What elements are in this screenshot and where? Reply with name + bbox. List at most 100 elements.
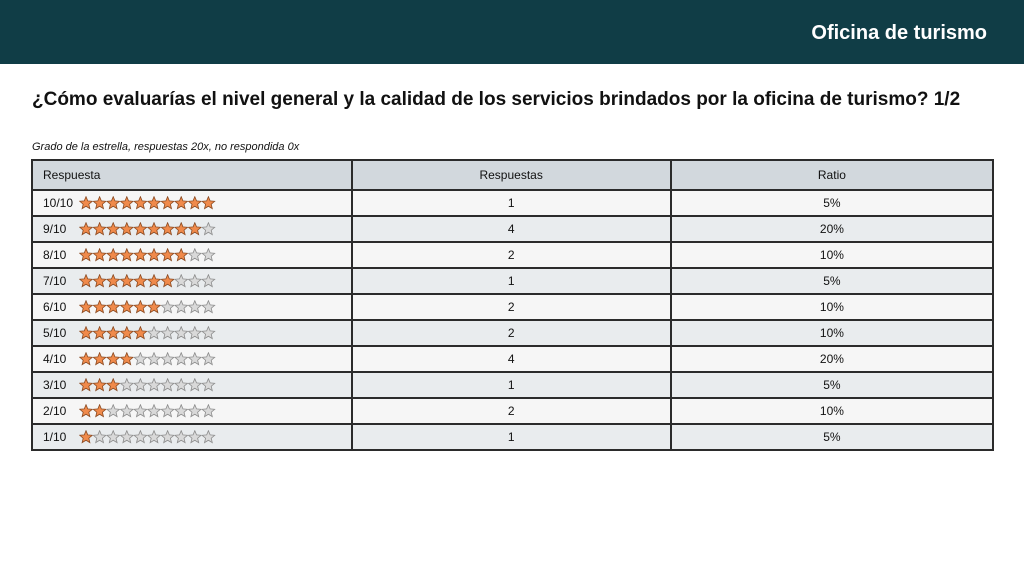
star-empty-icon bbox=[173, 352, 189, 366]
star-filled-icon bbox=[79, 222, 94, 236]
table-header-row: Respuesta Respuestas Ratio bbox=[31, 159, 995, 191]
cell-ratio: 5% bbox=[669, 267, 995, 295]
header-ratio: Ratio bbox=[669, 159, 995, 191]
star-filled-icon bbox=[133, 274, 148, 288]
star-filled-icon bbox=[119, 222, 135, 236]
star-rating bbox=[79, 300, 217, 314]
cell-respuestas: 2 bbox=[350, 397, 672, 425]
star-filled-icon bbox=[201, 196, 216, 210]
cell-ratio: 5% bbox=[669, 189, 995, 217]
cell-respuestas: 2 bbox=[350, 293, 672, 321]
star-empty-icon bbox=[187, 430, 203, 444]
star-rating bbox=[79, 378, 217, 392]
cell-respuesta: 3/10 bbox=[31, 371, 353, 399]
cell-respuestas: 2 bbox=[350, 319, 672, 347]
star-empty-icon bbox=[187, 274, 203, 288]
table-row: 7/10 1 5% bbox=[31, 267, 995, 295]
star-filled-icon bbox=[92, 378, 107, 392]
star-empty-icon bbox=[146, 430, 162, 444]
cell-ratio: 10% bbox=[669, 397, 995, 425]
star-filled-icon bbox=[187, 222, 203, 236]
star-empty-icon bbox=[201, 326, 216, 340]
star-filled-icon bbox=[92, 274, 107, 288]
star-empty-icon bbox=[160, 326, 175, 340]
star-filled-icon bbox=[92, 196, 107, 210]
header-bar: Oficina de turismo bbox=[0, 0, 1024, 64]
star-filled-icon bbox=[79, 326, 94, 340]
star-filled-icon bbox=[105, 300, 121, 314]
star-empty-icon bbox=[119, 430, 135, 444]
star-empty-icon bbox=[201, 248, 216, 262]
star-filled-icon bbox=[92, 352, 107, 366]
cell-ratio: 20% bbox=[669, 345, 995, 373]
star-empty-icon bbox=[160, 378, 175, 392]
star-empty-icon bbox=[201, 378, 216, 392]
star-filled-icon bbox=[146, 300, 162, 314]
header-respuestas: Respuestas bbox=[350, 159, 672, 191]
star-empty-icon bbox=[173, 326, 189, 340]
cell-respuestas: 2 bbox=[350, 241, 672, 269]
cell-ratio: 5% bbox=[669, 371, 995, 399]
star-empty-icon bbox=[133, 378, 148, 392]
star-rating bbox=[79, 404, 217, 418]
star-filled-icon bbox=[119, 326, 135, 340]
cell-respuesta: 5/10 bbox=[31, 319, 353, 347]
answer-label: 7/10 bbox=[43, 274, 67, 289]
header-title: Oficina de turismo bbox=[811, 22, 987, 44]
cell-respuesta: 1/10 bbox=[31, 423, 353, 451]
star-filled-icon bbox=[105, 326, 121, 340]
answer-label: 3/10 bbox=[43, 378, 67, 393]
star-empty-icon bbox=[187, 300, 203, 314]
table-row: 8/10 2 10% bbox=[31, 241, 995, 269]
star-filled-icon bbox=[133, 326, 148, 340]
star-empty-icon bbox=[92, 430, 107, 444]
star-empty-icon bbox=[146, 326, 162, 340]
star-filled-icon bbox=[92, 222, 107, 236]
star-filled-icon bbox=[92, 404, 107, 418]
cell-ratio: 5% bbox=[669, 423, 995, 451]
star-filled-icon bbox=[160, 274, 175, 288]
star-filled-icon bbox=[92, 326, 107, 340]
star-empty-icon bbox=[173, 300, 189, 314]
table-row: 4/10 4 20% bbox=[31, 345, 995, 373]
table-row: 5/10 2 10% bbox=[31, 319, 995, 347]
star-rating bbox=[79, 274, 217, 288]
star-filled-icon bbox=[105, 248, 121, 262]
star-filled-icon bbox=[92, 300, 107, 314]
table-row: 6/10 2 10% bbox=[31, 293, 995, 321]
star-filled-icon bbox=[79, 196, 94, 210]
star-empty-icon bbox=[160, 430, 175, 444]
star-filled-icon bbox=[105, 196, 121, 210]
answer-label: 5/10 bbox=[43, 326, 67, 341]
star-empty-icon bbox=[160, 300, 175, 314]
star-empty-icon bbox=[160, 404, 175, 418]
star-empty-icon bbox=[133, 404, 148, 418]
cell-respuesta: 9/10 bbox=[31, 215, 353, 243]
cell-respuesta: 6/10 bbox=[31, 293, 353, 321]
cell-respuestas: 1 bbox=[350, 423, 672, 451]
star-empty-icon bbox=[201, 300, 216, 314]
cell-respuestas: 4 bbox=[350, 345, 672, 373]
star-filled-icon bbox=[105, 222, 121, 236]
star-rating bbox=[79, 326, 217, 340]
star-empty-icon bbox=[105, 430, 121, 444]
star-empty-icon bbox=[201, 404, 216, 418]
star-empty-icon bbox=[187, 378, 203, 392]
star-filled-icon bbox=[79, 248, 94, 262]
cell-respuesta: 8/10 bbox=[31, 241, 353, 269]
table-row: 2/10 2 10% bbox=[31, 397, 995, 425]
cell-respuesta: 4/10 bbox=[31, 345, 353, 373]
star-rating bbox=[79, 222, 217, 236]
star-filled-icon bbox=[133, 222, 148, 236]
star-empty-icon bbox=[201, 430, 216, 444]
star-empty-icon bbox=[105, 404, 121, 418]
star-empty-icon bbox=[119, 378, 135, 392]
header-respuesta: Respuesta bbox=[31, 159, 353, 191]
star-empty-icon bbox=[146, 378, 162, 392]
star-filled-icon bbox=[79, 378, 94, 392]
star-filled-icon bbox=[133, 248, 148, 262]
table-row: 10/10 1 5% bbox=[31, 189, 995, 217]
star-empty-icon bbox=[173, 378, 189, 392]
results-table: Respuesta Respuestas Ratio 10/10 1 5% 9/10 4… bbox=[31, 159, 995, 451]
star-filled-icon bbox=[105, 378, 121, 392]
